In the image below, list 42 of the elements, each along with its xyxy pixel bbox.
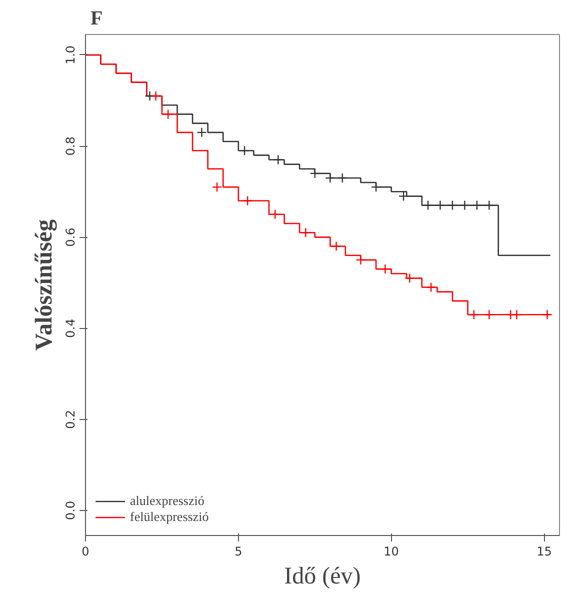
x-tick-label: 10 — [384, 544, 399, 558]
x-axis-title: Idő (év) — [284, 564, 361, 590]
point — [273, 154, 284, 165]
y-tick-label: 0.0 — [64, 500, 78, 520]
point — [162, 109, 174, 120]
point — [196, 127, 207, 138]
y-tick-label: 0.4 — [64, 318, 78, 338]
y-tick-label: 0.2 — [64, 410, 78, 429]
point — [370, 182, 382, 192]
point — [512, 310, 522, 320]
point — [239, 146, 250, 156]
point — [242, 196, 253, 206]
point — [325, 172, 336, 184]
legend-label: alulexpresszió — [130, 493, 204, 509]
point — [331, 241, 342, 252]
point — [398, 191, 409, 202]
y-tick-label: 1.0 — [64, 45, 78, 65]
x-tick-label: 15 — [536, 544, 552, 558]
point — [472, 200, 482, 210]
point — [300, 228, 311, 238]
point — [447, 200, 458, 210]
point — [310, 168, 320, 179]
point — [150, 90, 161, 102]
point — [404, 273, 415, 284]
point — [422, 200, 434, 210]
point — [435, 200, 446, 210]
point — [426, 282, 436, 292]
point — [484, 310, 494, 320]
x-tick-label: 5 — [234, 544, 242, 558]
point — [356, 254, 366, 266]
point — [468, 310, 479, 320]
legend-label: felülexpresszió — [130, 509, 209, 525]
point — [270, 209, 280, 220]
chart-title: F — [90, 8, 103, 30]
point — [460, 200, 470, 210]
y-tick-label: 0.8 — [64, 136, 78, 156]
point — [484, 200, 494, 210]
point — [212, 182, 222, 192]
y-axis-title: Valószínűség — [32, 219, 58, 351]
x-tick-label: 0 — [82, 544, 90, 558]
point — [337, 172, 348, 184]
y-tick-label: 0.6 — [64, 228, 78, 247]
